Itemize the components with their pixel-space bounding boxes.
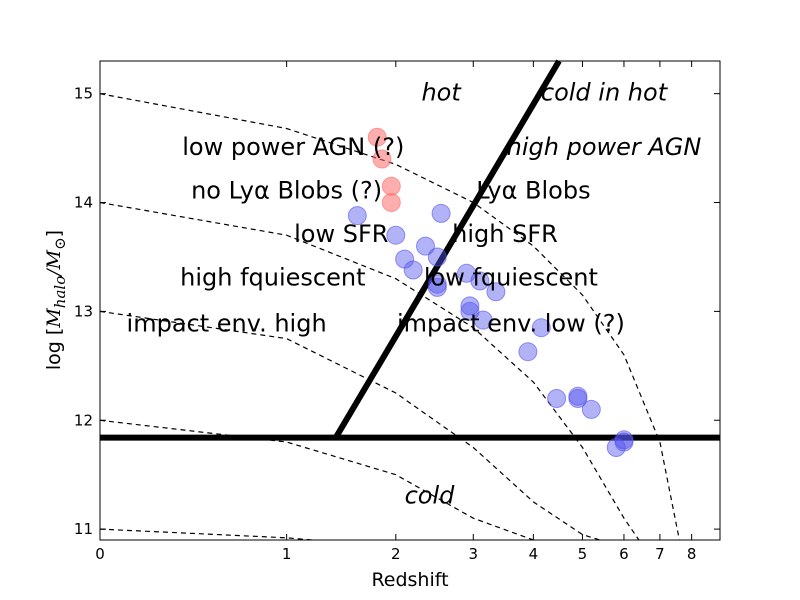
point-series1-1 [386,225,406,245]
point-series1-8 [427,274,447,294]
y-axis-ticks: 11 12 13 14 15 [74,85,720,538]
point-series1-10 [460,296,480,316]
point-series0-1 [372,149,392,169]
annotation-9: low fquiescent [424,264,598,292]
annotation-5: Lyα Blobs [476,177,590,205]
annotation-3: high power AGN [507,133,702,161]
point-series1-16 [518,342,538,362]
point-series1-12 [473,310,493,330]
y-tick-label: 11 [74,520,93,538]
point-series1-17 [547,389,567,408]
x-tick-label: 5 [578,545,588,563]
point-series1-5 [427,247,447,267]
boundary-lines [100,59,720,441]
growth-track-14 [99,201,640,541]
point-series1-23 [614,432,634,452]
annotation-0: hot [421,79,462,107]
y-axis-label: log [Mhalo/M⊙] [43,230,69,370]
annotation-10: impact env. high [127,309,327,337]
point-series0-0 [367,127,387,147]
y-tick-label: 15 [74,85,93,103]
annotation-12: cold [405,482,456,510]
point-series1-4 [416,236,435,256]
annotation-2: low power AGN (?) [182,133,404,161]
growth-tracks [99,93,680,541]
point-series1-15 [531,318,551,338]
point-series1-20 [581,399,601,419]
annotation-6: low SFR [294,220,388,248]
x-tick-label: 6 [619,545,629,563]
annotation-1: cold in hot [541,79,669,107]
y-tick-label: 14 [74,194,93,212]
x-tick-label: 4 [529,545,539,563]
point-series0-3 [381,193,401,212]
point-series1-3 [403,260,423,280]
growth-track-13 [99,310,600,541]
point-series1-6 [431,203,451,223]
x-axis-ticks: 0 1 2 3 4 5 6 7 8 [95,61,696,563]
x-tick-label: 3 [469,545,479,563]
plot-frame [99,60,721,541]
annotation-4: no Lyα Blobs (?) [191,177,382,205]
y-tick-label: 12 [74,411,93,429]
point-series1-11 [460,301,480,321]
x-axis-label: Redshift [371,569,448,591]
data-points [347,127,634,457]
point-series1-14 [486,282,506,302]
annotation-11: impact env. low (?) [397,309,625,337]
x-tick-label: 8 [687,545,697,563]
x-tick-label: 7 [655,545,665,563]
annotation-8: high fquiescent [180,264,365,292]
growth-track-15 [99,93,680,541]
point-series1-19 [568,386,588,406]
x-tick-label: 1 [282,545,292,563]
growth-track-12 [99,419,534,541]
point-series1-0 [347,206,367,226]
cold-in-hot-boundary-line [333,59,562,440]
x-tick-label: 0 [95,545,105,563]
annotation-7: high SFR [452,220,558,248]
annotations: hot cold in hot low power AGN (?) high powe… [127,79,702,510]
x-tick-label: 2 [391,545,401,563]
point-series0-2 [381,176,401,196]
y-tick-label: 13 [74,302,93,320]
point-series1-13 [470,271,490,291]
